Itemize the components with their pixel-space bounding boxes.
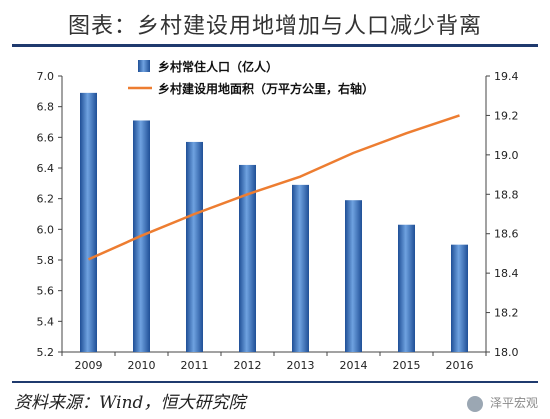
chart-title: 图表：乡村建设用地增加与人口减少背离	[67, 14, 482, 39]
left-axis-tick-label: 7.0	[37, 70, 55, 83]
left-axis-tick-label: 5.4	[37, 315, 55, 328]
x-axis-tick-label: 2013	[287, 359, 315, 372]
x-axis-tick-label: 2015	[393, 359, 421, 372]
bar-2012	[239, 164, 256, 352]
watermark-logo-icon	[467, 395, 484, 412]
left-axis-tick-label: 6.8	[37, 101, 55, 114]
tick-labels: 5.2 5.4 5.6 5.8 6.0 6.2 6.4 6.6 6.8 7.0 18.0 18.2 18…	[37, 70, 519, 372]
legend-bar-swatch	[138, 60, 150, 72]
x-axis-tick-label: 2014	[340, 359, 368, 372]
bar-series	[80, 92, 468, 352]
left-axis-tick-label: 5.8	[37, 254, 55, 267]
source-divider	[12, 381, 538, 383]
line-series	[87, 114, 460, 261]
x-axis-tick-label: 2016	[446, 359, 474, 372]
right-axis-tick-label: 19.2	[494, 109, 519, 122]
x-axis-tick-label: 2011	[181, 359, 209, 372]
right-axis-tick-label: 18.0	[494, 346, 519, 359]
watermark: 泽平宏观	[467, 394, 538, 412]
bar-2009	[80, 92, 97, 352]
legend-bar-label: 乡村常住人口（亿人）	[158, 59, 278, 74]
chart-axes	[58, 75, 490, 356]
right-axis-tick-label: 19.0	[494, 149, 519, 162]
title-divider	[12, 44, 538, 47]
bar-2011	[186, 141, 203, 352]
left-axis-tick-label: 6.6	[37, 131, 55, 144]
right-axis-tick-label: 19.4	[494, 70, 519, 83]
left-axis-tick-label: 5.6	[37, 285, 55, 298]
bar-2016	[451, 244, 468, 352]
x-axis-tick-label: 2010	[128, 359, 156, 372]
left-axis-tick-label: 6.4	[37, 162, 55, 175]
x-axis-tick-label: 2009	[75, 359, 103, 372]
watermark-text: 泽平宏观	[489, 396, 538, 410]
legend-line-label: 乡村建设用地面积（万平方公里，右轴）	[158, 81, 374, 96]
left-axis-tick-label: 6.0	[37, 223, 55, 236]
right-axis-tick-label: 18.2	[494, 307, 519, 320]
source-note: 资料来源：Wind，恒大研究院	[14, 393, 246, 413]
x-axis-tick-label: 2012	[234, 359, 262, 372]
bar-2015	[398, 224, 415, 352]
right-axis-tick-label: 18.8	[494, 188, 519, 201]
bar-2013	[292, 184, 309, 352]
land-area-line	[87, 114, 460, 261]
chart-canvas: 5.2 5.4 5.6 5.8 6.0 6.2 6.4 6.6 6.8 7.0 18.0 18.2 18…	[37, 59, 519, 372]
left-axis-tick-label: 5.2	[37, 346, 55, 359]
right-axis-tick-label: 18.6	[494, 228, 519, 241]
bar-2014	[345, 200, 362, 352]
right-axis-tick-label: 18.4	[494, 267, 519, 280]
left-axis-tick-label: 6.2	[37, 193, 55, 206]
chart-legend: 乡村常住人口（亿人） 乡村建设用地面积（万平方公里，右轴）	[128, 59, 374, 96]
